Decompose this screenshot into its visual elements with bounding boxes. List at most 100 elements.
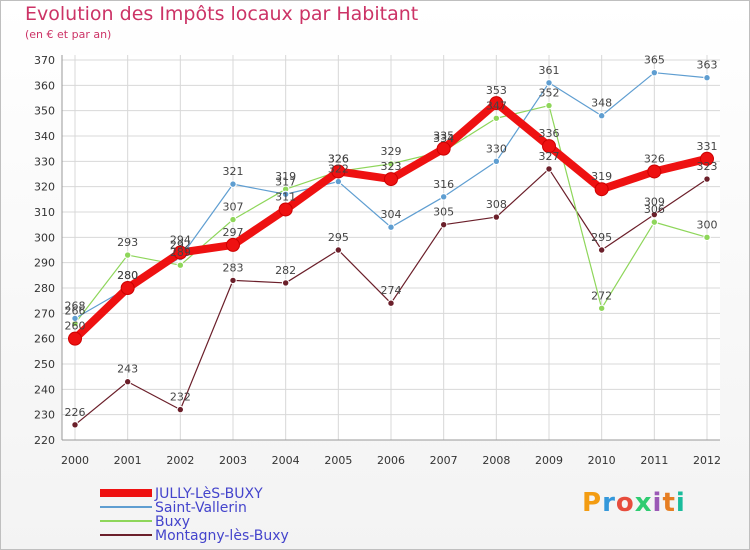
data-label: 226	[65, 406, 86, 419]
logo-letter: r	[602, 488, 616, 518]
data-label: 363	[697, 59, 718, 72]
y-tick-label: 370	[34, 54, 55, 67]
data-label: 280	[117, 269, 138, 282]
data-point	[439, 220, 448, 229]
data-label: 308	[486, 198, 507, 211]
data-label: 331	[697, 140, 718, 153]
data-label: 280	[117, 269, 138, 282]
data-point	[229, 180, 237, 188]
data-point	[542, 139, 556, 154]
x-tick-label: 2012	[693, 454, 721, 467]
data-point	[387, 160, 395, 168]
y-tick-label: 320	[34, 181, 55, 194]
data-point	[703, 175, 711, 183]
data-point	[123, 378, 132, 386]
y-tick-label: 360	[34, 79, 55, 92]
data-label: 272	[591, 289, 612, 302]
data-point	[545, 165, 553, 173]
x-tick-label: 2010	[588, 454, 616, 467]
y-tick-label: 330	[34, 155, 55, 168]
data-label: 336	[539, 127, 560, 140]
data-point	[436, 141, 451, 156]
data-point	[492, 157, 501, 166]
y-tick-label: 300	[34, 231, 55, 244]
data-point	[120, 281, 135, 295]
data-label: 282	[275, 264, 296, 277]
y-tick-label: 230	[34, 409, 55, 422]
data-point	[176, 405, 185, 414]
data-point	[597, 246, 606, 254]
data-point	[278, 202, 293, 217]
data-point	[700, 151, 714, 166]
data-point	[650, 210, 659, 219]
data-point	[597, 304, 606, 312]
data-label: 266	[65, 304, 86, 317]
data-label: 304	[381, 208, 402, 221]
data-point	[703, 74, 711, 82]
data-labels: 226 243 232 283 282 295 274 305 308 327 295 309 323 2…	[65, 54, 718, 419]
data-label: 353	[486, 84, 507, 97]
chart-subtitle: (en € et par an)	[25, 28, 112, 41]
data-label: 300	[697, 218, 718, 231]
legend-label: Montagny-lès-Buxy	[155, 528, 289, 544]
y-tick-label: 260	[34, 333, 55, 346]
data-label: 295	[328, 231, 349, 244]
x-tick-label: 2007	[430, 454, 458, 467]
data-point	[492, 213, 501, 221]
data-point	[594, 182, 609, 197]
data-label: 335	[433, 130, 454, 143]
data-label: 289	[170, 246, 191, 259]
logo-letter: t	[662, 488, 676, 518]
logo-letter: P	[582, 488, 603, 518]
data-label: 334	[433, 132, 454, 145]
y-tick-label: 310	[34, 206, 55, 219]
logo-letter: i	[675, 488, 686, 518]
data-point	[384, 172, 398, 187]
data-label: 348	[591, 97, 612, 110]
x-tick-label: 2009	[535, 454, 563, 467]
data-label: 352	[539, 87, 560, 100]
x-tick-label: 2005	[324, 454, 352, 467]
x-tick-label: 2001	[114, 454, 142, 467]
data-point	[331, 164, 346, 179]
data-point	[650, 218, 659, 226]
logo-letter: o	[615, 488, 635, 518]
data-point	[703, 233, 711, 242]
x-tick-label: 2004	[272, 454, 300, 467]
data-label: 326	[644, 152, 665, 165]
data-point	[281, 279, 290, 287]
data-point	[334, 177, 343, 186]
data-point	[229, 276, 237, 285]
data-point	[71, 421, 79, 429]
data-label: 347	[486, 99, 507, 112]
data-label: 309	[644, 196, 665, 209]
data-point	[123, 251, 132, 259]
x-tick-label: 2000	[61, 454, 89, 467]
data-point	[387, 223, 395, 231]
y-tick-label: 280	[34, 282, 55, 295]
data-point	[387, 299, 395, 307]
y-tick-label: 220	[34, 434, 55, 447]
data-label: 321	[223, 165, 244, 178]
legend-label: JULLY-LèS-BUXY	[154, 486, 263, 502]
x-tick-label: 2011	[640, 454, 668, 467]
data-point	[176, 261, 185, 269]
data-label: 243	[117, 363, 138, 376]
data-label: 316	[433, 178, 454, 191]
data-point	[597, 112, 606, 120]
data-label: 365	[644, 54, 665, 67]
data-label: 319	[591, 170, 612, 183]
data-label: 330	[486, 142, 507, 155]
data-label: 260	[65, 320, 86, 333]
data-label: 323	[697, 160, 718, 173]
data-label: 293	[117, 236, 138, 249]
data-label: 292	[170, 239, 191, 252]
data-point	[545, 101, 553, 110]
data-point	[68, 331, 82, 346]
data-point	[226, 237, 240, 252]
data-label: 322	[328, 163, 349, 176]
data-point	[650, 68, 659, 77]
y-tick-label: 290	[34, 257, 55, 270]
data-point	[489, 96, 504, 111]
axes: 220 230 240 250 260 270 280 290 300 310 320 330 340 3…	[34, 54, 721, 467]
